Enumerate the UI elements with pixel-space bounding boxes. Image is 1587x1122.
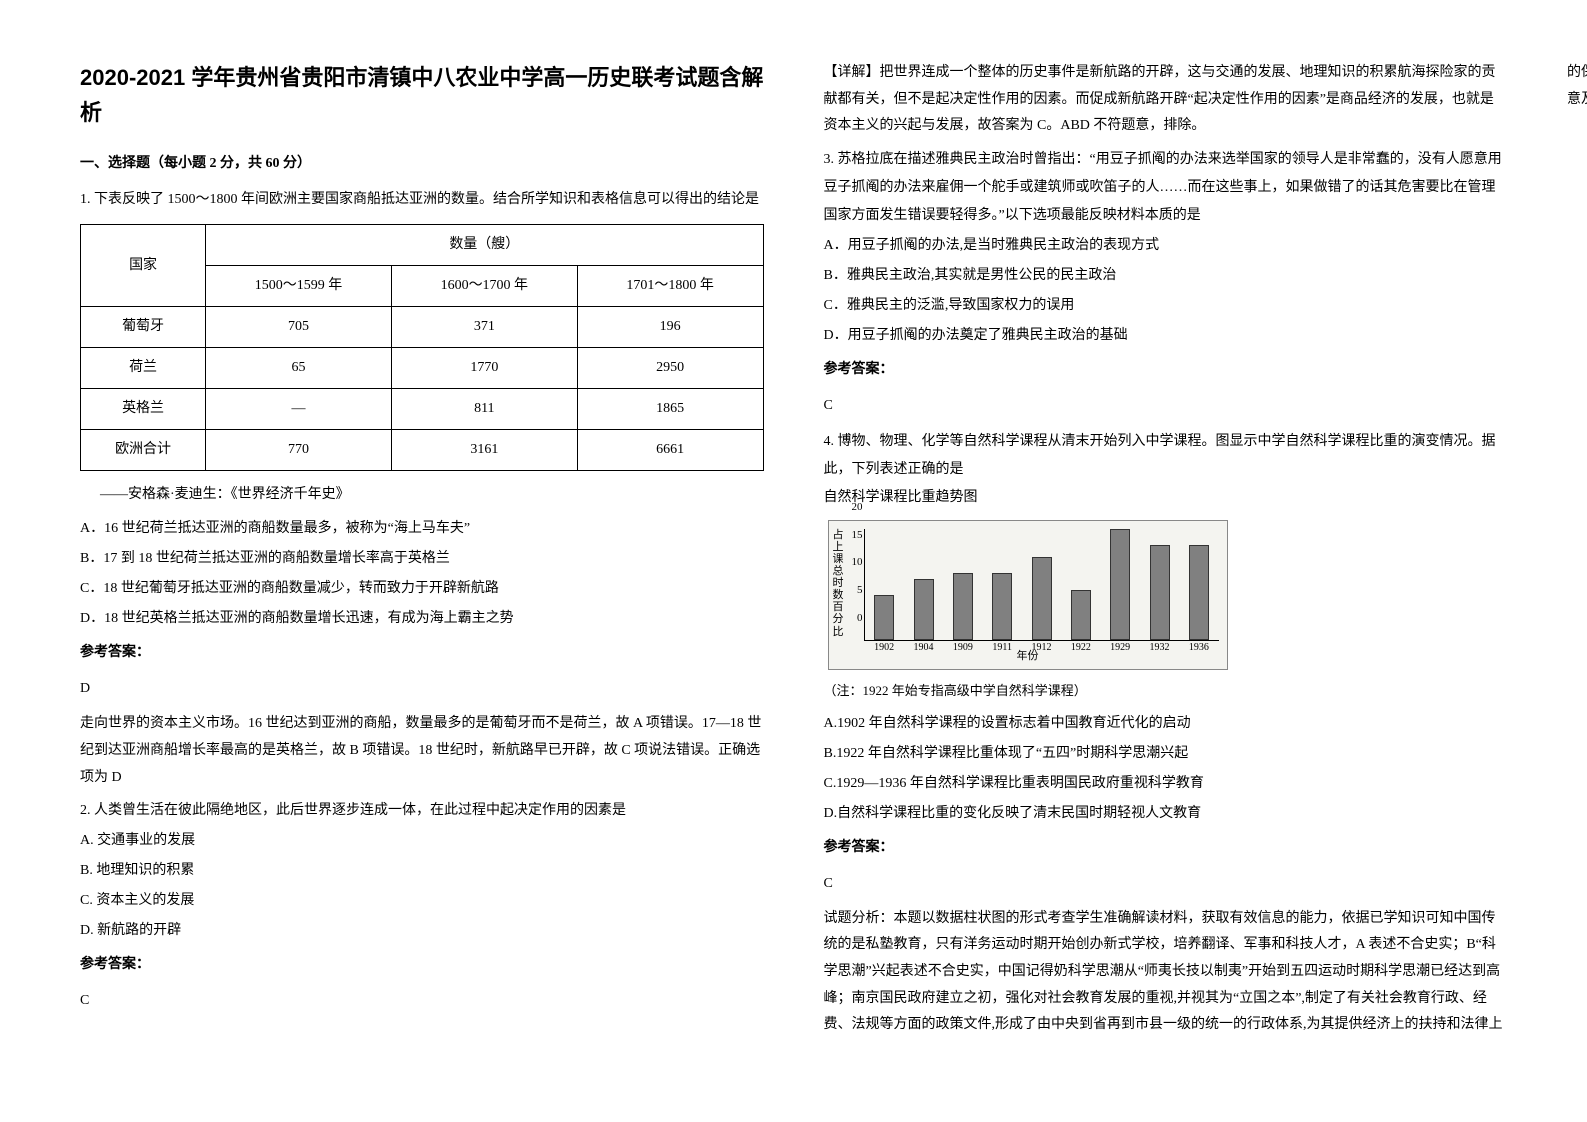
q3-answer-label: 参考答案：: [824, 356, 1508, 384]
chart-bar: [1150, 545, 1170, 639]
table-row: 英格兰 — 811 1865: [81, 389, 764, 430]
q1-answer: D: [80, 675, 764, 703]
chart-y-tick: 10: [843, 551, 863, 573]
q3-answer: C: [824, 392, 1508, 420]
q3-option-a: A．用豆子抓阄的办法,是当时雅典民主政治的表现方式: [824, 232, 1508, 260]
table-cell: 196: [577, 307, 763, 348]
chart-bar: [1110, 529, 1130, 640]
q1-option-a: A．16 世纪荷兰抵达亚洲的商船数量最多，被称为“海上马车夫”: [80, 515, 764, 543]
q2-option-d: D. 新航路的开辟: [80, 917, 764, 945]
chart-y-tick: 20: [843, 496, 863, 518]
q1-option-d: D．18 世纪英格兰抵达亚洲的商船数量增长迅速，有成为海上霸主之势: [80, 605, 764, 633]
table-cell: 705: [206, 307, 392, 348]
table-cell: 811: [391, 389, 577, 430]
table-cell: —: [206, 389, 392, 430]
chart-bar: [992, 573, 1012, 640]
chart-y-tick: 5: [843, 579, 863, 601]
q4-answer-label: 参考答案：: [824, 834, 1508, 862]
q4-chart-note: （注：1922 年始专指高级中学自然科学课程）: [824, 678, 1508, 704]
q2-option-b: B. 地理知识的积累: [80, 857, 764, 885]
q4-option-a: A.1902 年自然科学课程的设置标志着中国教育近代化的启动: [824, 710, 1508, 738]
q4-stem: 4. 博物、物理、化学等自然科学课程从清末开始列入中学课程。图显示中学自然科学课…: [824, 428, 1508, 484]
exam-title: 2020-2021 学年贵州省贵阳市清镇中八农业中学高一历史联考试题含解析: [80, 60, 764, 130]
q1-data-table: 国家 数量（艘） 1500～1599 年 1600～1700 年 1701～18…: [80, 224, 764, 471]
q4-chart: 占上课总时数百分比 051015201902190419091911191219…: [824, 520, 1508, 670]
table-row: 葡萄牙 705 371 196: [81, 307, 764, 348]
q4-option-b: B.1922 年自然科学课程比重体现了“五四”时期科学思潮兴起: [824, 740, 1508, 768]
chart-x-axis-label: 年份: [829, 645, 1227, 667]
table-cell: 371: [391, 307, 577, 348]
table-cell: 葡萄牙: [81, 307, 206, 348]
table-cell: 6661: [577, 430, 763, 471]
table-cell: 65: [206, 348, 392, 389]
q3-option-c: C．雅典民主的泛滥,导致国家权力的误用: [824, 292, 1508, 320]
q1-table-caption: ——安格森·麦迪生：《世界经济千年史》: [100, 481, 764, 509]
q2-explain: 【详解】把世界连成一个整体的历史事件是新航路的开辟，这与交通的发展、地理知识的积…: [824, 60, 1508, 140]
table-row: 荷兰 65 1770 2950: [81, 348, 764, 389]
chart-bar: [914, 579, 934, 640]
q1-explain: 走向世界的资本主义市场。16 世纪达到亚洲的商船，数量最多的是葡萄牙而不是荷兰，…: [80, 711, 764, 791]
q4-chart-title: 自然科学课程比重趋势图: [824, 484, 1508, 512]
q1-option-c: C．18 世纪葡萄牙抵达亚洲的商船数量减少，转而致力于开辟新航路: [80, 575, 764, 603]
q3-option-d: D．用豆子抓阄的办法奠定了雅典民主政治的基础: [824, 322, 1508, 350]
table-cell: 770: [206, 430, 392, 471]
q4-option-d: D.自然科学课程比重的变化反映了清末民国时期轻视人文教育: [824, 800, 1508, 828]
table-cell: 荷兰: [81, 348, 206, 389]
table-cell: 3161: [391, 430, 577, 471]
q2-stem: 2. 人类曾生活在彼此隔绝地区，此后世界逐步连成一体，在此过程中起决定作用的因素…: [80, 797, 764, 825]
table-cell: 欧洲合计: [81, 430, 206, 471]
table-col-0: 1500～1599 年: [206, 266, 392, 307]
chart-y-tick: 15: [843, 524, 863, 546]
section-1-header: 一、选择题（每小题 2 分，共 60 分）: [80, 150, 764, 178]
q2-answer: C: [80, 987, 764, 1015]
q1-stem: 1. 下表反映了 1500～1800 年间欧洲主要国家商船抵达亚洲的数量。结合所…: [80, 186, 764, 214]
chart-bar: [1189, 545, 1209, 639]
q2-answer-label: 参考答案：: [80, 951, 764, 979]
chart-y-tick: 0: [843, 607, 863, 629]
table-col-1: 1600～1700 年: [391, 266, 577, 307]
table-header-qty: 数量（艘）: [206, 225, 763, 266]
q4-answer: C: [824, 870, 1508, 898]
table-cell: 英格兰: [81, 389, 206, 430]
q2-option-c: C. 资本主义的发展: [80, 887, 764, 915]
q1-option-b: B．17 到 18 世纪荷兰抵达亚洲的商船数量增长率高于英格兰: [80, 545, 764, 573]
table-cell: 2950: [577, 348, 763, 389]
q3-stem: 3. 苏格拉底在描述雅典民主政治时曾指出：“用豆子抓阄的办法来选举国家的领导人是…: [824, 146, 1508, 230]
table-cell: 1770: [391, 348, 577, 389]
table-col-2: 1701～1800 年: [577, 266, 763, 307]
table-row: 欧洲合计 770 3161 6661: [81, 430, 764, 471]
q4-option-c: C.1929—1936 年自然科学课程比重表明国民政府重视科学教育: [824, 770, 1508, 798]
q1-answer-label: 参考答案：: [80, 639, 764, 667]
q3-option-b: B．雅典民主政治,其实就是男性公民的民主政治: [824, 262, 1508, 290]
table-header-country: 国家: [81, 225, 206, 307]
table-cell: 1865: [577, 389, 763, 430]
chart-bar: [1071, 590, 1091, 640]
chart-bar: [1032, 557, 1052, 640]
q2-option-a: A. 交通事业的发展: [80, 827, 764, 855]
chart-bar: [874, 595, 894, 639]
chart-bar: [953, 573, 973, 640]
